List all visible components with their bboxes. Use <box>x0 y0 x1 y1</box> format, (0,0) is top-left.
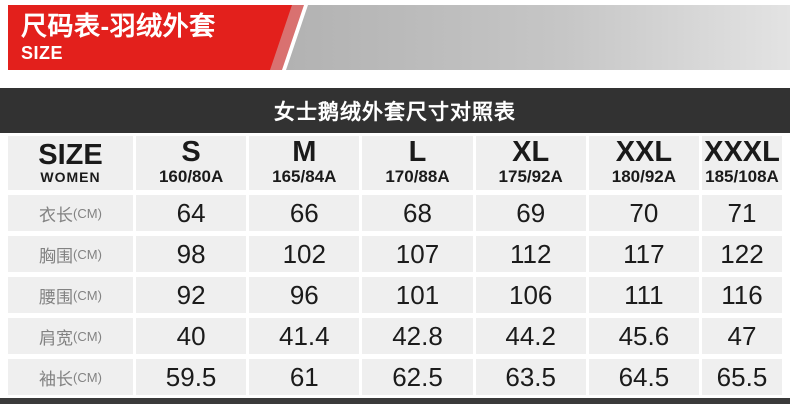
value-cell-r3-c3: 44.2 <box>475 318 586 354</box>
banner-subtitle: SIZE <box>21 42 64 63</box>
value-cell-r1-c3: 112 <box>475 236 586 272</box>
measure-name: 衣长 <box>39 205 74 225</box>
measure-name: 肩宽 <box>39 328 74 348</box>
size-column-header-xxl: XXL 180/92A <box>588 136 699 190</box>
value-cell-r3-c4: 45.6 <box>588 318 699 354</box>
value-cell-r3-c5: 47 <box>701 318 782 354</box>
section-title: 女士鹅绒外套尺寸对照表 <box>274 100 516 124</box>
value-cell-r0-c4: 70 <box>588 195 699 231</box>
section-title-bar: 女士鹅绒外套尺寸对照表 <box>0 88 790 133</box>
value-cell-r0-c0: 64 <box>136 195 247 231</box>
size-column-header-xxxl: XXXL 185/108A <box>701 136 782 190</box>
value-cell-r3-c2: 42.8 <box>362 318 473 354</box>
size-column-header-m: M 165/84A <box>249 136 360 190</box>
banner-gray-band <box>286 5 790 70</box>
value-cell-r0-c2: 68 <box>362 195 473 231</box>
size-column-header-s: S 160/80A <box>136 136 247 190</box>
value-cell-r0-c3: 69 <box>475 195 586 231</box>
size-letter: L <box>408 136 427 169</box>
size-letter: S <box>181 136 201 169</box>
corner-size-label: SIZE <box>38 138 103 171</box>
value-cell-r3-c1: 41.4 <box>249 318 360 354</box>
value-cell-r1-c1: 102 <box>249 236 360 272</box>
size-column-header-xl: XL 175/92A <box>475 136 586 190</box>
size-spec: 180/92A <box>611 167 677 187</box>
value-cell-r2-c1: 96 <box>249 277 360 313</box>
value-cell-r1-c2: 107 <box>362 236 473 272</box>
row-label-3: 肩宽 (CM) <box>8 318 133 354</box>
size-spec: 175/92A <box>498 167 563 187</box>
value-cell-r2-c0: 92 <box>136 277 247 313</box>
value-cell-r0-c1: 66 <box>249 195 360 231</box>
value-cell-r2-c3: 106 <box>475 277 586 313</box>
value-cell-r0-c5: 71 <box>701 195 782 231</box>
size-spec: 165/84A <box>272 167 337 187</box>
value-cell-r4-c2: 62.5 <box>362 359 473 395</box>
measure-name: 胸围 <box>39 246 74 266</box>
row-label-1: 胸围 (CM) <box>8 236 133 272</box>
row-label-4: 袖长 (CM) <box>8 359 133 395</box>
measure-unit: (CM) <box>73 246 102 262</box>
measure-unit: (CM) <box>73 205 102 221</box>
size-spec: 160/80A <box>158 167 224 187</box>
value-cell-r4-c5: 65.5 <box>701 359 782 395</box>
measure-name: 袖长 <box>39 369 74 389</box>
value-cell-r4-c3: 63.5 <box>475 359 586 395</box>
size-spec: 185/108A <box>705 167 779 187</box>
value-cell-r4-c0: 59.5 <box>136 359 247 395</box>
row-label-2: 腰围 (CM) <box>8 277 133 313</box>
size-letter: XXL <box>615 136 673 169</box>
value-cell-r1-c0: 98 <box>136 236 247 272</box>
size-letter: XXXL <box>704 136 780 169</box>
value-cell-r2-c4: 111 <box>588 277 699 313</box>
value-cell-r4-c1: 61 <box>249 359 360 395</box>
size-letter: M <box>292 136 317 169</box>
banner-red-ribbon: 尺码表-羽绒外套 SIZE <box>8 5 296 70</box>
size-table: SIZE WOMEN S 160/80A M 165/84A L 170/88A XL 175/9… <box>8 136 782 395</box>
table-corner-cell: SIZE WOMEN <box>8 136 133 190</box>
measure-unit: (CM) <box>73 369 102 385</box>
measure-unit: (CM) <box>73 328 102 344</box>
banner-title: 尺码表-羽绒外套 <box>21 11 216 41</box>
value-cell-r1-c5: 122 <box>701 236 782 272</box>
value-cell-r1-c4: 117 <box>588 236 699 272</box>
measure-unit: (CM) <box>73 287 102 303</box>
next-section-bar-cutoff <box>0 398 790 404</box>
size-letter: XL <box>512 136 550 169</box>
value-cell-r2-c2: 101 <box>362 277 473 313</box>
corner-women-label: WOMEN <box>40 168 101 185</box>
value-cell-r4-c4: 64.5 <box>588 359 699 395</box>
size-spec: 170/88A <box>385 167 450 187</box>
row-label-0: 衣长 (CM) <box>8 195 133 231</box>
measure-name: 腰围 <box>39 287 74 307</box>
value-cell-r3-c0: 40 <box>136 318 247 354</box>
size-column-header-l: L 170/88A <box>362 136 473 190</box>
value-cell-r2-c5: 116 <box>701 277 782 313</box>
